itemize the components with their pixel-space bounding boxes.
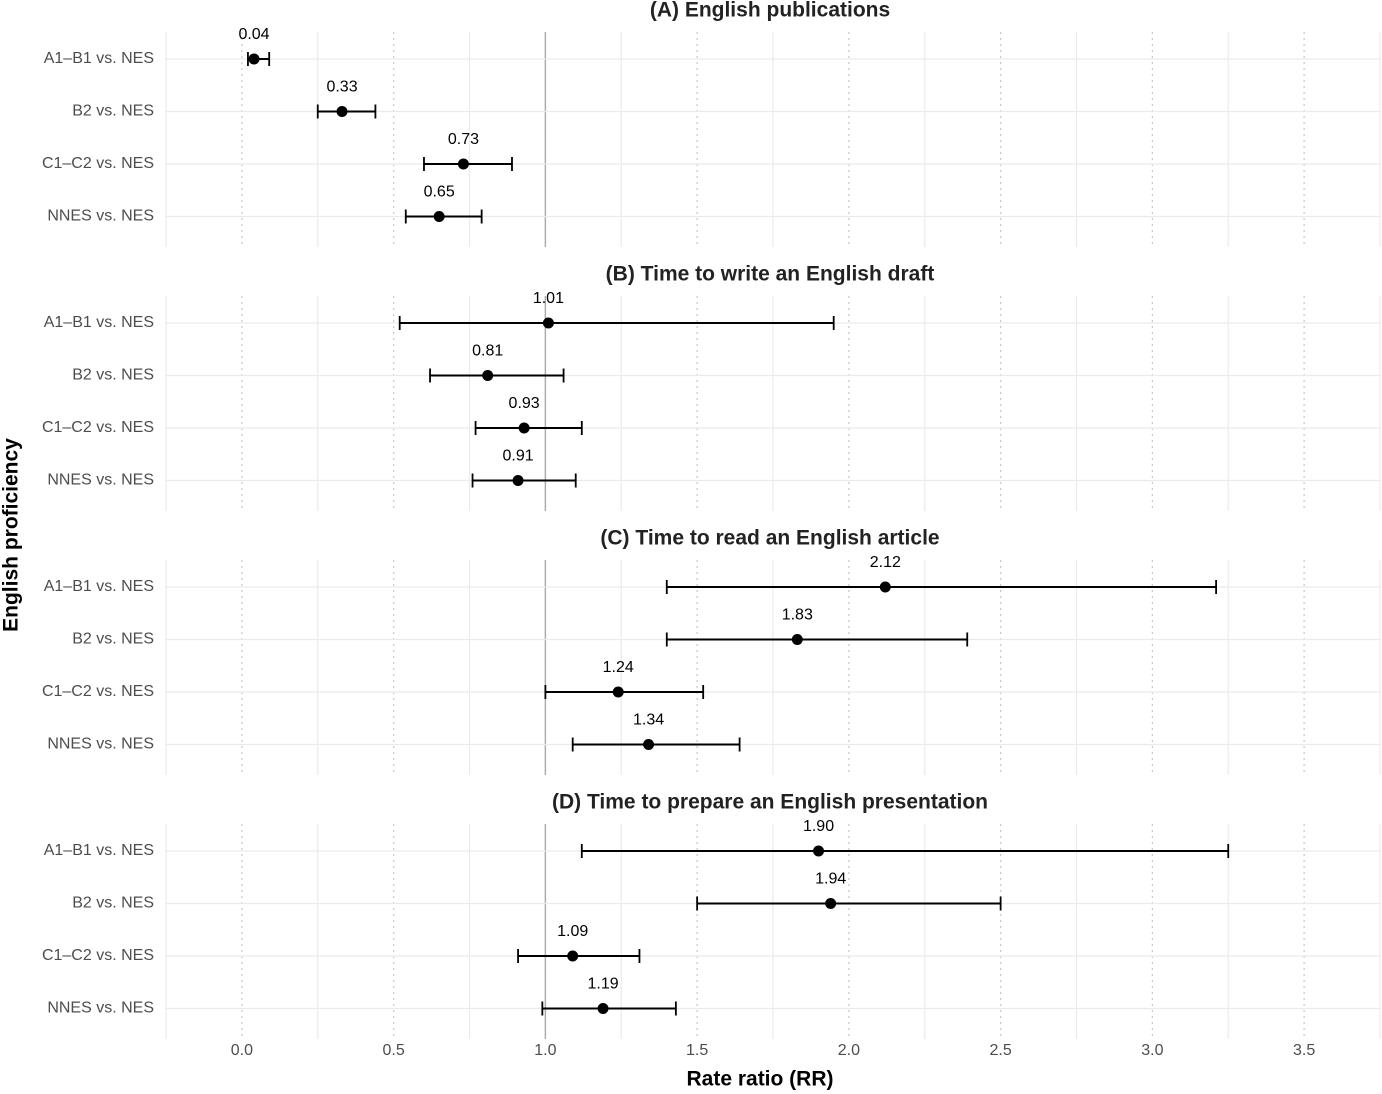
y-tick-label: A1–B1 vs. NES — [44, 314, 154, 331]
point-estimate — [457, 158, 469, 170]
value-label: 1.19 — [587, 976, 618, 993]
value-label: 0.93 — [509, 395, 540, 412]
x-tick-label: 3.5 — [1293, 1042, 1315, 1059]
y-tick-label: NNES vs. NES — [47, 736, 154, 753]
value-label: 0.65 — [424, 184, 455, 201]
value-label: 1.09 — [557, 923, 588, 940]
y-tick-label: C1–C2 vs. NES — [42, 155, 154, 172]
y-tick-label: C1–C2 vs. NES — [42, 419, 154, 436]
point-estimate — [813, 845, 825, 857]
x-tick-label: 2.0 — [838, 1042, 860, 1059]
panel-title: (C) Time to read an English article — [600, 527, 939, 550]
value-label: 1.01 — [533, 290, 564, 307]
point-estimate — [879, 581, 891, 593]
y-tick-label: A1–B1 vs. NES — [44, 578, 154, 595]
point-estimate — [482, 370, 494, 381]
point-estimate — [597, 1003, 609, 1014]
point-estimate — [643, 739, 655, 750]
panel-title: (B) Time to write an English draft — [606, 263, 935, 286]
point-estimate — [612, 686, 624, 698]
y-tick-label: B2 vs. NES — [72, 895, 154, 912]
value-label: 1.94 — [815, 871, 846, 888]
y-tick-label: C1–C2 vs. NES — [42, 683, 154, 700]
y-tick-label: A1–B1 vs. NES — [44, 50, 154, 67]
x-tick-label: 2.5 — [990, 1042, 1012, 1059]
y-tick-label: NNES vs. NES — [47, 472, 154, 489]
value-label: 1.34 — [633, 712, 664, 729]
point-estimate — [542, 317, 554, 329]
point-estimate — [791, 634, 803, 645]
value-label: 0.04 — [238, 26, 269, 43]
y-tick-label: NNES vs. NES — [47, 208, 154, 225]
value-label: 0.81 — [472, 343, 503, 360]
value-label: 1.24 — [603, 659, 634, 676]
value-label: 1.90 — [803, 818, 834, 835]
x-tick-label: 1.0 — [534, 1042, 556, 1059]
value-label: 2.12 — [870, 554, 901, 571]
panel-title: (D) Time to prepare an English presentat… — [552, 791, 988, 814]
x-tick-label: 1.5 — [686, 1042, 708, 1059]
value-label: 0.33 — [326, 79, 357, 96]
y-tick-label: B2 vs. NES — [72, 631, 154, 648]
x-tick-label: 0.5 — [383, 1042, 405, 1059]
point-estimate — [248, 53, 260, 65]
x-tick-label: 0.0 — [231, 1042, 253, 1059]
y-axis-title: English proficiency — [0, 438, 23, 632]
y-tick-label: NNES vs. NES — [47, 1000, 154, 1017]
y-tick-label: B2 vs. NES — [72, 367, 154, 384]
y-tick-label: C1–C2 vs. NES — [42, 947, 154, 964]
y-tick-label: A1–B1 vs. NES — [44, 842, 154, 859]
point-estimate — [518, 422, 530, 434]
point-estimate — [433, 211, 445, 222]
value-label: 0.91 — [502, 448, 533, 465]
panel-title: (A) English publications — [650, 0, 890, 22]
point-estimate — [567, 950, 579, 962]
value-label: 0.73 — [448, 131, 479, 148]
point-estimate — [825, 898, 837, 909]
point-estimate — [512, 475, 524, 486]
value-label: 1.83 — [782, 607, 813, 624]
x-tick-label: 3.0 — [1141, 1042, 1163, 1059]
y-tick-label: B2 vs. NES — [72, 103, 154, 120]
point-estimate — [336, 106, 348, 117]
x-axis-title: Rate ratio (RR) — [686, 1068, 833, 1091]
